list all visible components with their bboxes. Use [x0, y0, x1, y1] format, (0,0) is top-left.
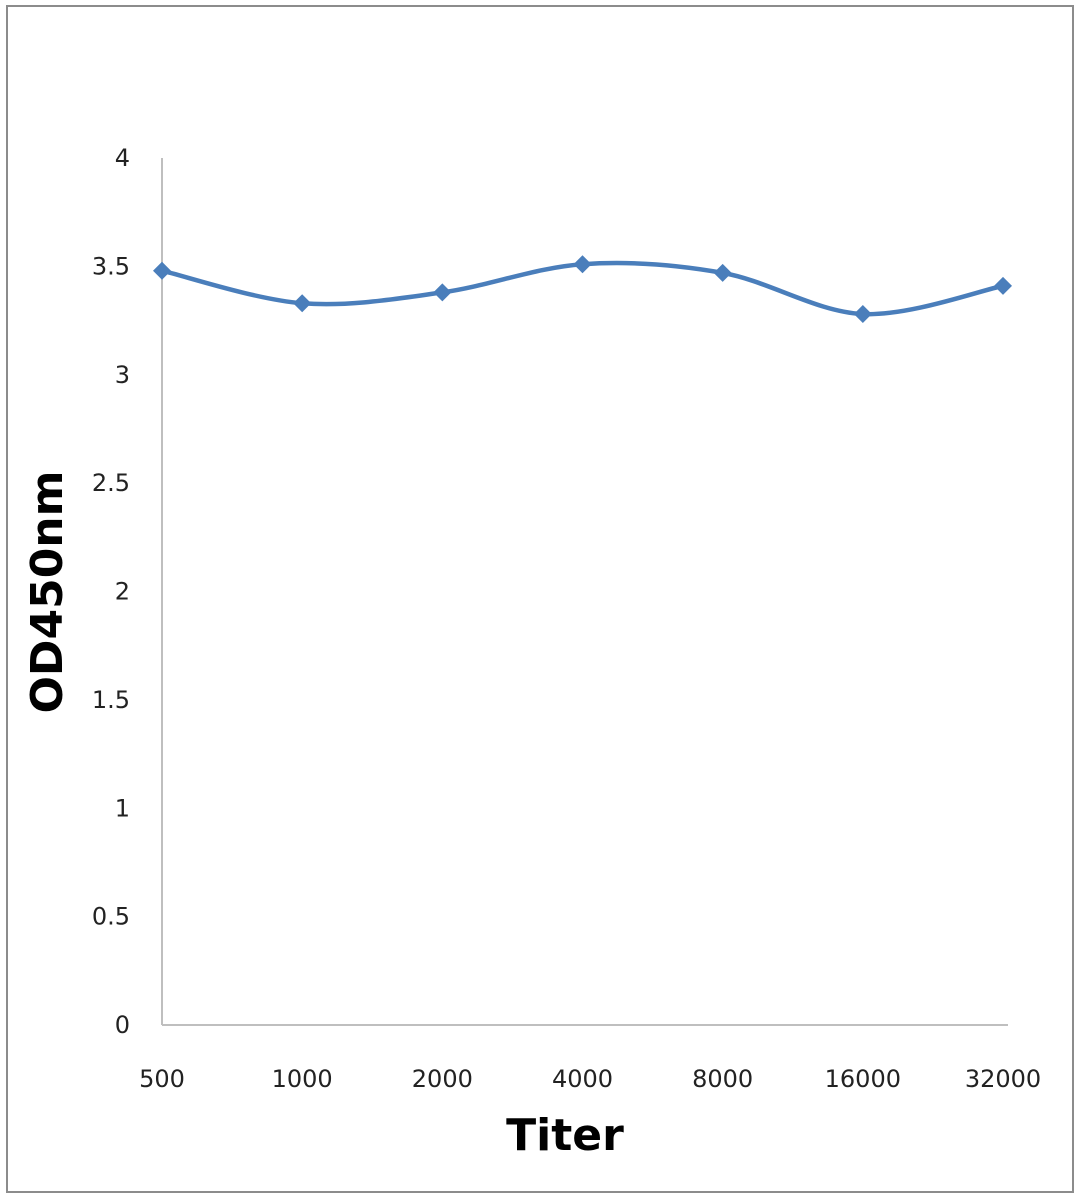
- series: [153, 255, 1012, 324]
- x-tick-label: 500: [139, 1065, 185, 1093]
- y-tick-label: 4: [115, 144, 130, 172]
- data-point-marker: [153, 261, 171, 280]
- x-axis-title: Titer: [506, 1110, 624, 1161]
- data-point-marker: [573, 255, 592, 274]
- chart-frame: [6, 5, 1074, 1193]
- data-point-marker: [713, 263, 732, 282]
- x-tick-label: 2000: [412, 1065, 473, 1093]
- y-tick-label: 3.5: [92, 252, 130, 280]
- y-axis: 0 0.5 1 1.5 2 2.5 3 3.5 4: [92, 144, 163, 1039]
- y-tick-label: 3: [115, 361, 130, 389]
- y-tick-label: 0.5: [92, 903, 130, 931]
- x-tick-label: 4000: [552, 1065, 613, 1093]
- y-tick-label: 0: [115, 1011, 130, 1039]
- x-tick-label: 1000: [272, 1065, 333, 1093]
- y-tick-label: 1: [115, 794, 130, 822]
- x-tick-label: 32000: [965, 1065, 1041, 1093]
- data-point-marker: [433, 283, 452, 302]
- x-axis: 500 1000 2000 4000 8000 16000 32000: [139, 1024, 1041, 1093]
- x-tick-label: 8000: [692, 1065, 753, 1093]
- y-axis-title: OD450nm: [22, 471, 73, 714]
- y-tick-label: 1.5: [92, 686, 130, 714]
- y-tick-label: 2.5: [92, 469, 130, 497]
- x-tick-label: 16000: [825, 1065, 901, 1093]
- data-point-marker: [994, 276, 1012, 295]
- data-point-marker: [853, 305, 872, 324]
- data-point-marker: [293, 294, 312, 313]
- y-tick-label: 2: [115, 578, 130, 606]
